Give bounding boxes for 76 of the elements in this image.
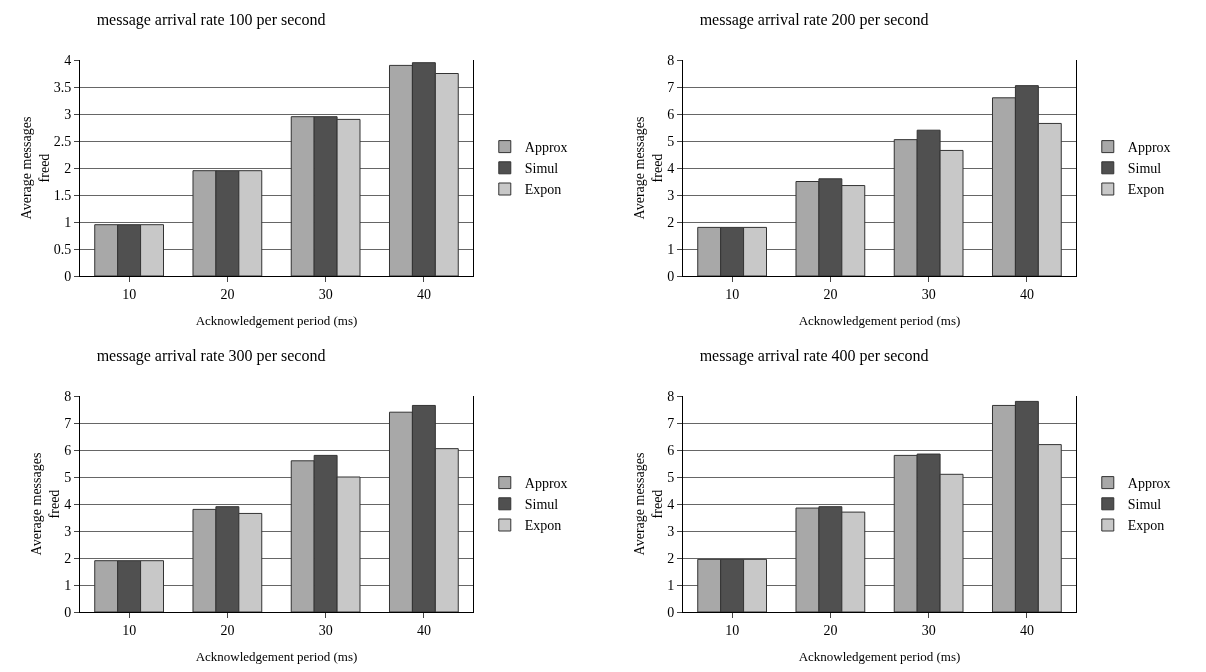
y-tick-label: 8 bbox=[667, 52, 675, 68]
legend-label: Simul bbox=[524, 161, 559, 177]
y-tick-label: 5 bbox=[667, 469, 675, 485]
y-axis-title: Average messages freed bbox=[632, 116, 666, 220]
legend-label: Simul bbox=[1127, 497, 1162, 513]
y-tick-label: 6 bbox=[667, 442, 675, 458]
x-tick-label: 30 bbox=[921, 286, 936, 302]
x-axis-title: Acknowledgement period (ms) bbox=[195, 649, 358, 664]
legend-label: Expon bbox=[524, 182, 562, 198]
x-tick-label: 20 bbox=[823, 622, 838, 638]
x-axis-title: Acknowledgement period (ms) bbox=[798, 649, 961, 664]
legend-label: Approx bbox=[1127, 476, 1171, 492]
y-tick-label: 8 bbox=[667, 388, 675, 404]
y-tick-label: 6 bbox=[667, 106, 675, 122]
x-tick-label: 10 bbox=[725, 622, 740, 638]
x-tick-label: 40 bbox=[416, 286, 431, 302]
x-axis-title: Acknowledgement period (ms) bbox=[798, 313, 961, 328]
chart-title: message arrival rate 400 per second bbox=[699, 346, 929, 365]
legend-label: Expon bbox=[1127, 182, 1165, 198]
y-tick-label: 8 bbox=[64, 388, 72, 404]
y-tick-label: 4 bbox=[64, 52, 72, 68]
x-tick-label: 20 bbox=[220, 286, 235, 302]
legend-label: Simul bbox=[1127, 161, 1162, 177]
x-axis-title: Acknowledgement period (ms) bbox=[195, 313, 358, 328]
legend-label: Approx bbox=[524, 140, 568, 156]
y-tick-label: 0 bbox=[64, 268, 72, 284]
y-tick-label: 2 bbox=[64, 160, 72, 176]
y-tick-label: 7 bbox=[667, 415, 675, 431]
x-tick-label: 40 bbox=[1019, 622, 1034, 638]
y-tick-label: 2 bbox=[667, 550, 675, 566]
y-tick-label: 5 bbox=[667, 133, 675, 149]
y-tick-label: 0 bbox=[667, 268, 675, 284]
y-tick-label: 4 bbox=[667, 160, 675, 176]
x-tick-label: 40 bbox=[416, 622, 431, 638]
y-tick-label: 3 bbox=[667, 187, 675, 203]
legend-label: Approx bbox=[524, 476, 568, 492]
legend-label: Simul bbox=[524, 497, 559, 513]
chart-title: message arrival rate 100 per second bbox=[96, 10, 326, 29]
x-tick-label: 10 bbox=[122, 622, 137, 638]
y-tick-label: 7 bbox=[667, 79, 675, 95]
y-tick-label: 2 bbox=[64, 550, 72, 566]
x-tick-label: 10 bbox=[725, 286, 740, 302]
y-tick-label: 0.5 bbox=[53, 241, 72, 257]
x-tick-label: 30 bbox=[318, 622, 333, 638]
x-tick-label: 30 bbox=[921, 622, 936, 638]
y-tick-label: 3.5 bbox=[53, 79, 72, 95]
y-tick-label: 1 bbox=[667, 577, 675, 593]
y-tick-label: 1.5 bbox=[53, 187, 72, 203]
x-tick-label: 30 bbox=[318, 286, 333, 302]
legend-label: Approx bbox=[1127, 140, 1171, 156]
y-tick-label: 4 bbox=[667, 496, 675, 512]
y-axis-title: Average messages freed bbox=[632, 452, 666, 556]
y-tick-label: 1 bbox=[64, 577, 72, 593]
legend-label: Expon bbox=[1127, 518, 1165, 534]
y-tick-label: 3 bbox=[667, 523, 675, 539]
chart-title: message arrival rate 300 per second bbox=[96, 346, 326, 365]
y-tick-label: 7 bbox=[64, 415, 72, 431]
x-tick-label: 10 bbox=[122, 286, 137, 302]
y-tick-label: 3 bbox=[64, 523, 72, 539]
y-axis-title: Average messages freed bbox=[18, 116, 52, 220]
y-tick-label: 2 bbox=[667, 214, 675, 230]
x-tick-label: 20 bbox=[823, 286, 838, 302]
y-tick-label: 2.5 bbox=[53, 133, 72, 149]
chart-title: message arrival rate 200 per second bbox=[699, 10, 929, 29]
y-axis-title: Average messages freed bbox=[29, 452, 63, 556]
x-tick-label: 40 bbox=[1019, 286, 1034, 302]
y-tick-label: 0 bbox=[64, 604, 72, 620]
y-tick-label: 6 bbox=[64, 442, 72, 458]
y-tick-label: 4 bbox=[64, 496, 72, 512]
y-tick-label: 1 bbox=[667, 241, 675, 257]
x-tick-label: 20 bbox=[220, 622, 235, 638]
legend-label: Expon bbox=[524, 518, 562, 534]
y-tick-label: 0 bbox=[667, 604, 675, 620]
y-tick-label: 1 bbox=[64, 214, 72, 230]
y-tick-label: 3 bbox=[64, 106, 72, 122]
y-tick-label: 5 bbox=[64, 469, 72, 485]
